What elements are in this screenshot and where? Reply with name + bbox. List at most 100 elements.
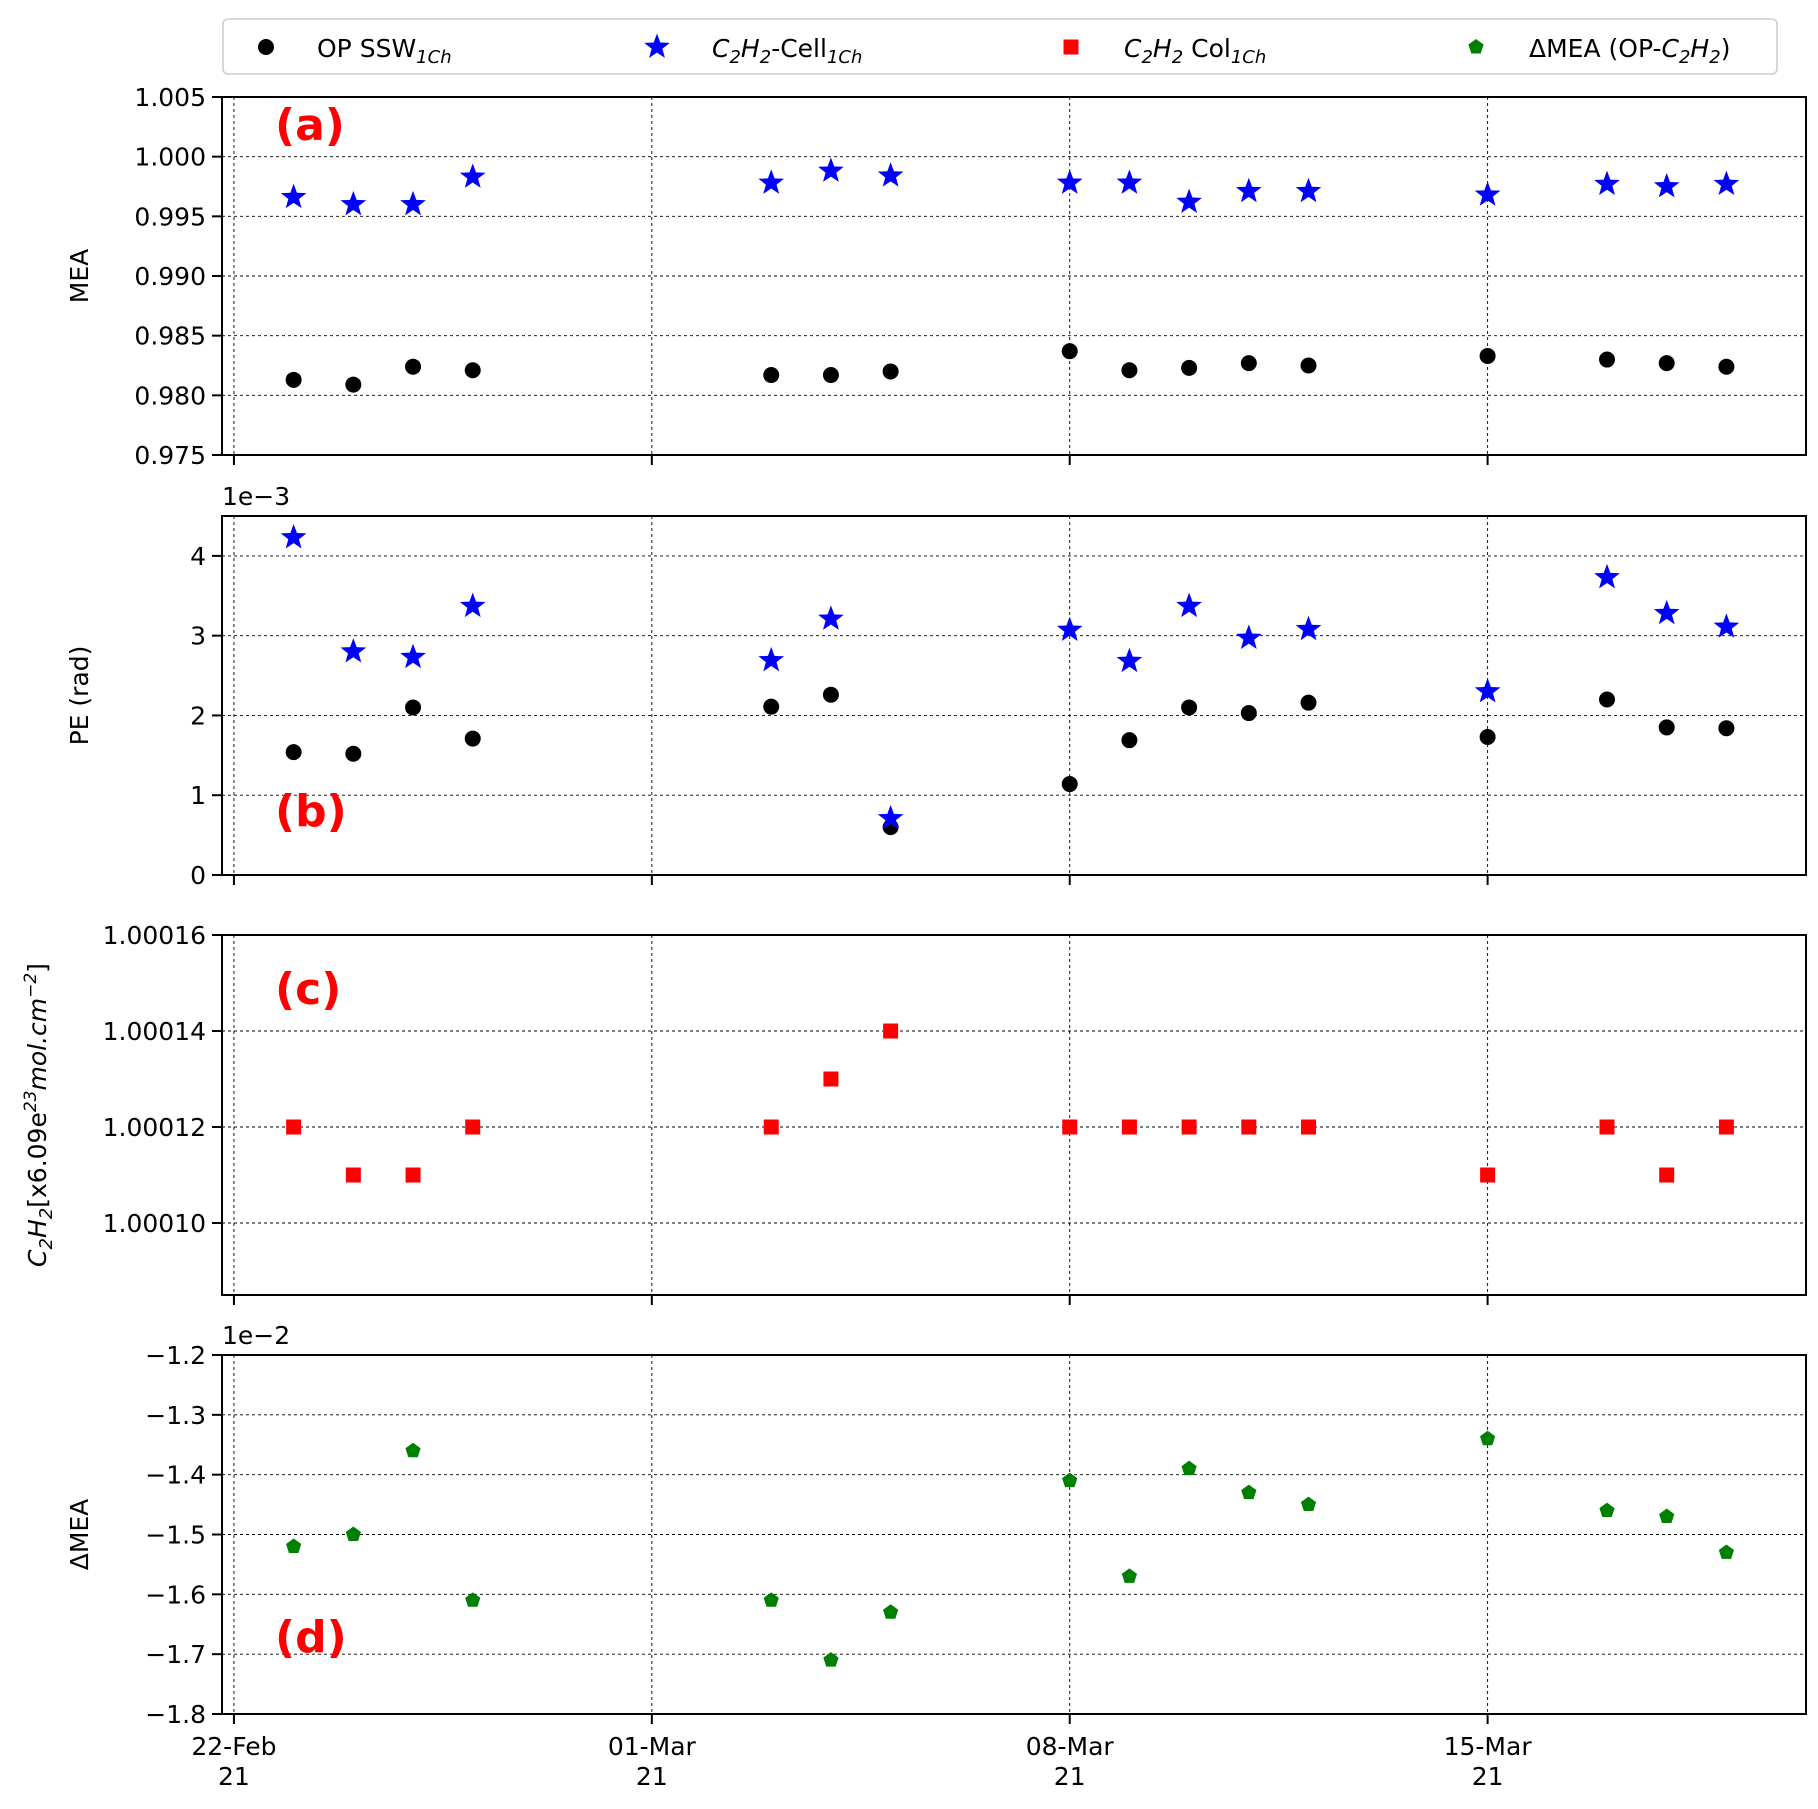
series-op [285,343,1735,393]
data-point-op [285,744,302,761]
data-point-dmea [1300,1496,1317,1512]
y-tick-label: 0 [190,861,206,890]
plot-frame [221,934,1807,1296]
data-point-cell [1474,181,1501,206]
data-point-op [1718,358,1735,375]
data-point-cell [280,524,307,549]
data-point-dmea [1718,1544,1735,1559]
y-tick-label: 1.00012 [103,1113,206,1142]
data-point-dmea [1121,1568,1138,1583]
data-point-col [1121,1119,1137,1135]
data-point-cell [1295,615,1322,641]
y-tick-label: −1.4 [145,1461,206,1490]
y-tick-label: 0.990 [134,262,206,291]
data-point-dmea [465,1592,481,1607]
data-point-cell [400,190,426,216]
x-tick-label-year: 21 [1472,1762,1504,1791]
data-point-op [822,686,839,703]
data-point-cell [1713,170,1740,196]
data-point-op [1658,719,1675,736]
series-op [285,686,1735,836]
x-tick-label: 08-Mar [1026,1732,1115,1761]
data-point-cell [459,163,486,188]
data-point-col [465,1119,481,1135]
y-tick-label: 1.00014 [103,1017,206,1046]
data-point-cell [758,646,785,672]
legend: OP SSW1Ch C2H2-Cell1Ch C2H2 Col1Ch ΔMEA (OP… [222,18,1778,75]
panel-tag: (d) [275,1612,347,1663]
panel-tag: (c) [275,964,341,1015]
data-point-col [823,1071,839,1087]
data-point-cell [1116,647,1143,673]
data-point-cell [877,804,904,830]
data-point-cell [818,157,844,182]
legend-label-op: OP SSW1Ch [317,34,452,68]
data-point-op [345,745,362,762]
data-point-col [1659,1167,1675,1183]
data-point-op [1240,705,1257,722]
series-col [286,1023,1734,1183]
legend-marker-cell [644,33,670,58]
legend-marker-col [1063,39,1079,55]
y-tick-label: 0.985 [134,322,206,351]
y-tick-label: 3 [190,622,206,651]
x-tick-label: 15-Mar [1444,1732,1533,1761]
data-point-col [883,1023,899,1039]
legend-label-cell: C2H2-Cell1Ch [712,34,862,68]
data-point-op [1181,699,1198,716]
legend-entry-dmea: ΔMEA (OP-C2H2) [1468,34,1730,68]
data-point-col [345,1167,361,1183]
series-cell [280,524,1740,830]
data-point-op [822,367,839,384]
axis-offset-text: 1e−2 [222,1321,290,1350]
data-point-cell [1116,169,1143,194]
data-point-cell [1235,177,1262,203]
y-tick-label: 1.00016 [103,921,206,950]
data-point-cell [459,592,486,618]
y-tick-label: 1.005 [134,83,206,112]
x-tick-label-year: 21 [1054,1762,1086,1791]
legend-entry-cell: C2H2-Cell1Ch [644,33,862,68]
data-point-op [1300,694,1317,711]
x-tick-label: 22-Feb [191,1732,276,1761]
data-point-op [464,730,481,747]
y-axis-label: MEA [65,249,94,303]
data-point-op [1181,359,1198,376]
data-point-op [405,358,422,375]
data-point-cell [340,638,367,663]
y-tick-label: 1.00010 [103,1209,206,1238]
data-point-col [1480,1167,1496,1183]
y-tick-label: 0.980 [134,381,206,410]
panel-a: 0.975 0.980 0.985 0.990 0.995 1.000 1.005 MEA (a… [65,83,1807,470]
data-point-dmea [883,1604,899,1619]
data-point-op [1599,691,1616,708]
data-point-dmea [823,1652,839,1667]
y-axis-label: ΔMEA [65,1499,94,1571]
panels: 0.975 0.980 0.985 0.990 0.995 1.000 1.005 MEA (a… [21,83,1807,1791]
data-point-col [1599,1119,1615,1135]
data-point-cell [1235,624,1262,649]
data-point-dmea [1241,1484,1257,1500]
series-cell [280,157,1740,216]
data-point-cell [1056,616,1083,641]
data-point-cell [877,162,904,187]
y-axis-label: C2H2[x6.09e23mol.cm−2] [21,963,57,1267]
data-point-dmea [1062,1472,1078,1488]
data-point-cell [1594,563,1620,589]
y-tick-label: 0.995 [134,202,206,231]
series-dmea [286,1430,1735,1667]
data-point-dmea [286,1538,302,1553]
data-point-op [1240,355,1257,372]
data-point-op [763,367,780,384]
data-point-op [1479,347,1496,364]
data-point-op [1300,357,1317,374]
x-tick-label-year: 21 [636,1762,668,1791]
y-tick-label: 4 [190,542,206,571]
data-point-cell [340,190,367,216]
panel-tag: (b) [275,786,347,837]
legend-frame [222,18,1778,75]
data-point-op [345,376,362,393]
panel-b: 0 1 2 3 4 1e−3 PE (rad) (b) [65,482,1807,890]
data-point-cell [1176,188,1202,213]
data-point-cell [1056,169,1083,194]
